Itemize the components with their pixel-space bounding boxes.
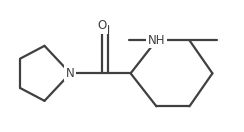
Text: O: O — [97, 19, 107, 32]
Text: NH: NH — [148, 34, 165, 47]
Text: N: N — [66, 67, 75, 80]
